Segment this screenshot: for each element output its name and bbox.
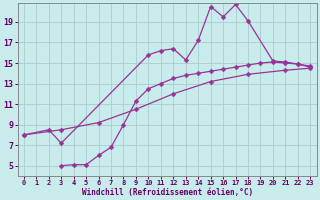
- X-axis label: Windchill (Refroidissement éolien,°C): Windchill (Refroidissement éolien,°C): [82, 188, 253, 197]
